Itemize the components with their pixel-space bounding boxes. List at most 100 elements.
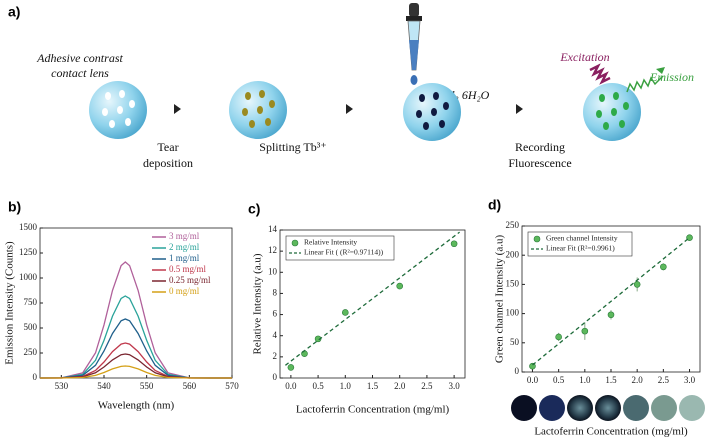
point — [396, 282, 404, 290]
legend-box — [527, 231, 633, 257]
point — [607, 311, 615, 319]
y-tick-label: 4 — [273, 330, 278, 340]
step-arrows — [174, 104, 523, 114]
x-tick-label: 550 — [140, 381, 154, 391]
x-axis-label: Wavelength (nm) — [98, 400, 175, 412]
excitation-label: Excitation — [559, 50, 609, 64]
x-tick-label: 0.0 — [285, 381, 297, 391]
legend-label: 1 mg/ml — [169, 253, 200, 263]
legend-label: 2 mg/ml — [169, 242, 200, 252]
series-line — [40, 342, 232, 379]
legend-label: 0.25 mg/ml — [169, 275, 211, 285]
x-tick-label: 540 — [97, 381, 111, 391]
legend-label: Relative Intensity — [304, 238, 357, 247]
y-tick-label: 0 — [273, 372, 278, 382]
x-tick-label: 1.5 — [367, 381, 379, 391]
point — [660, 263, 667, 271]
legend-swatch — [533, 235, 541, 243]
y-tick-label: 6 — [273, 309, 278, 319]
x-tick-label: 2.5 — [421, 381, 433, 391]
y-tick-label: 200 — [506, 249, 520, 259]
point — [314, 335, 322, 343]
step-label: Fluorescence — [508, 156, 571, 170]
y-tick-label: 1000 — [19, 272, 38, 282]
y-tick-label: 8 — [273, 287, 278, 297]
x-tick-label: 2.0 — [394, 381, 406, 391]
series-line — [40, 353, 232, 379]
lens-label: contact lens — [51, 66, 109, 80]
plot-frame — [39, 227, 233, 379]
x-tick-label: 570 — [225, 381, 239, 391]
x-tick-label: 1.0 — [340, 381, 352, 391]
y-tick-label: 150 — [506, 278, 520, 288]
step-label: Splitting Tb³⁺ — [259, 140, 326, 154]
point — [450, 240, 458, 248]
point — [686, 234, 693, 241]
y-tick-label: 250 — [24, 347, 38, 357]
emission-label: Emission — [649, 70, 694, 84]
x-tick-label: 3.0 — [684, 375, 696, 385]
x-tick-label: 0.5 — [312, 381, 324, 391]
point — [581, 327, 589, 335]
step-label: deposition — [143, 156, 193, 170]
x-tick-label: 0.5 — [553, 375, 565, 385]
legend-label: Green channel Intensity — [546, 234, 618, 243]
x-tick-label: 2.5 — [658, 375, 670, 385]
panel-label: a) — [8, 4, 20, 20]
y-axis-label: Green channel Intensity (a.u) — [494, 235, 506, 364]
y-tick-label: 1500 — [19, 222, 38, 232]
step-label: Recording — [515, 140, 565, 154]
lens — [583, 83, 641, 141]
x-tick-label: 3.0 — [448, 381, 460, 391]
series-line — [285, 231, 460, 366]
y-tick-label: 250 — [506, 220, 520, 230]
x-axis-label: Lactoferrin Concentration (mg/ml) — [534, 426, 688, 438]
step-label: Tear — [157, 140, 178, 154]
panel-label: d) — [488, 197, 501, 213]
y-tick-label: 14 — [268, 224, 278, 234]
y-tick-label: 10 — [268, 266, 278, 276]
panel-a: a) Adhesive contrast contact lens Tear d… — [8, 3, 694, 170]
panel-label: b) — [8, 199, 21, 215]
series-line — [39, 318, 232, 379]
point — [555, 333, 562, 341]
series-line — [532, 237, 690, 366]
y-axis-label: Emission Intensity (Counts) — [4, 241, 16, 365]
y-tick-label: 1250 — [19, 247, 38, 257]
y-tick-label: 500 — [24, 322, 38, 332]
x-tick-label: 1.0 — [579, 375, 591, 385]
point — [529, 362, 536, 370]
x-tick-label: 530 — [55, 381, 69, 391]
y-tick-label: 0 — [515, 366, 520, 376]
x-axis-label: Lactoferrin Concentration (mg/ml) — [296, 404, 450, 416]
panel-label: c) — [248, 201, 260, 217]
y-tick-label: 2 — [273, 351, 278, 361]
y-tick-label: 750 — [24, 297, 38, 307]
legend-box — [285, 235, 395, 261]
excitation-wave — [589, 63, 611, 85]
point — [287, 364, 295, 371]
dropper — [406, 3, 422, 85]
lens — [229, 81, 287, 139]
legend-label: 3 mg/ml — [169, 231, 200, 241]
legend-label: Linear Fit ( (R²=0.97114)) — [304, 248, 384, 257]
lens — [89, 81, 147, 139]
y-tick-label: 0 — [33, 372, 38, 382]
legend-label: 0 mg/ml — [169, 286, 200, 296]
point — [633, 281, 641, 288]
x-tick-label: 2.0 — [632, 375, 644, 385]
y-tick-label: 50 — [510, 337, 520, 347]
x-tick-label: 1.5 — [605, 375, 617, 385]
y-tick-label: 100 — [506, 308, 520, 318]
emission-wave — [626, 75, 664, 93]
x-tick-label: 560 — [183, 381, 197, 391]
lens — [403, 83, 461, 141]
y-axis-label: Relative Intensity (a.u) — [252, 253, 264, 354]
dishes — [511, 395, 705, 421]
series-line — [40, 365, 232, 379]
point — [341, 309, 349, 316]
series-line — [39, 261, 232, 379]
y-tick-label: 12 — [268, 245, 277, 255]
legend-label: Linear Fit (R²=0.9961) — [546, 244, 615, 253]
